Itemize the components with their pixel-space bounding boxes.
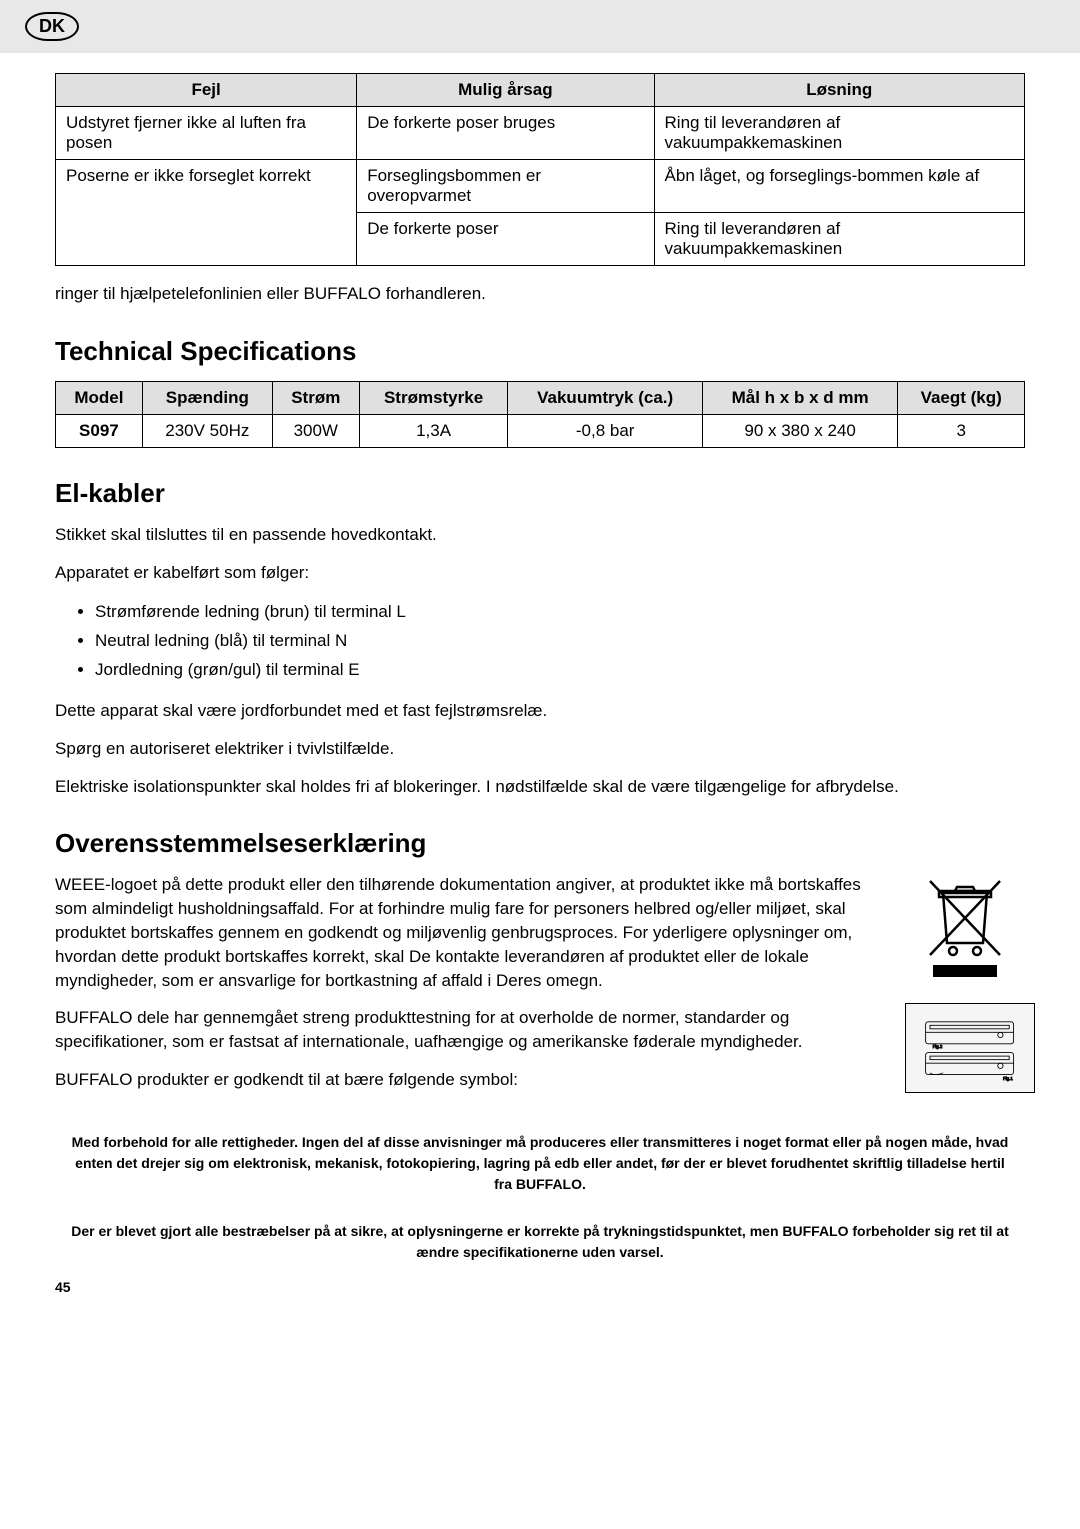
list-item: Strømførende ledning (brun) til terminal… [95,598,1025,627]
col-remedy: Løsning [654,74,1024,107]
cell-remedy: Ring til leverandøren af vakuumpakkemask… [654,107,1024,160]
cell-voltage: 230V 50Hz [142,414,272,447]
cell-vacuum: -0,8 bar [508,414,702,447]
disclaimer-p2: Der er blevet gjort alle bestræbelser på… [55,1221,1025,1263]
cell-cause: De forkerte poser bruges [357,107,654,160]
product-diagram-icon: Fig.2 Fig.1 [905,1003,1035,1093]
list-item: Jordledning (grøn/gul) til terminal E [95,656,1025,685]
table-row: Poserne er ikke forseglet korrekt Forseg… [56,160,1025,213]
table-header-row: Model Spænding Strøm Strømstyrke Vakuumt… [56,381,1025,414]
col-vacuum: Vakuumtryk (ca.) [508,381,702,414]
cell-dims: 90 x 380 x 240 [702,414,898,447]
compliance-section: WEEE-logoet på dette produkt eller den t… [55,873,1025,1105]
col-voltage: Spænding [142,381,272,414]
col-current: Strømstyrke [359,381,508,414]
wiring-p2: Apparatet er kabelført som følger: [55,561,1025,585]
cell-power: 300W [272,414,359,447]
wiring-p5: Elektriske isolationspunkter skal holdes… [55,775,1025,799]
cell-cause: De forkerte poser [357,213,654,266]
svg-text:Fig.1: Fig.1 [1003,1076,1013,1081]
spec-table: Model Spænding Strøm Strømstyrke Vakuumt… [55,381,1025,448]
cell-remedy: Åbn låget, og forseglings-bommen køle af [654,160,1024,213]
compliance-p2: BUFFALO dele har gennemgået streng produ… [55,1006,885,1054]
col-dims: Mål h x b x d mm [702,381,898,414]
troubleshoot-table: Fejl Mulig årsag Løsning Udstyret fjerne… [55,73,1025,266]
cell-fault: Udstyret fjerner ikke al luften fra pose… [56,107,357,160]
table-row: S097 230V 50Hz 300W 1,3A -0,8 bar 90 x 3… [56,414,1025,447]
wiring-title: El-kabler [55,478,1025,509]
table-header-row: Fejl Mulig årsag Løsning [56,74,1025,107]
svg-text:Fig.2: Fig.2 [933,1044,943,1049]
compliance-title: Overensstemmelseserklæring [55,828,1025,859]
cell-model: S097 [56,414,143,447]
compliance-p3: BUFFALO produkter er godkendt til at bær… [55,1068,885,1092]
weee-icon [915,873,1015,983]
col-fault: Fejl [56,74,357,107]
table-row: Udstyret fjerner ikke al luften fra pose… [56,107,1025,160]
cell-weight: 3 [898,414,1025,447]
tech-spec-title: Technical Specifications [55,336,1025,367]
disclaimer-p1: Med forbehold for alle rettigheder. Inge… [55,1132,1025,1195]
cell-remedy: Ring til leverandøren af vakuumpakkemask… [654,213,1024,266]
page-content: Fejl Mulig årsag Løsning Udstyret fjerne… [0,53,1080,1315]
cell-current: 1,3A [359,414,508,447]
col-weight: Vaegt (kg) [898,381,1025,414]
cell-cause: Forseglingsbommen er overopvarmet [357,160,654,213]
cell-fault: Poserne er ikke forseglet korrekt [56,160,357,266]
compliance-icons-column: Fig.2 Fig.1 [905,873,1025,1093]
wiring-p3: Dette apparat skal være jordforbundet me… [55,699,1025,723]
compliance-text-column: WEEE-logoet på dette produkt eller den t… [55,873,885,1105]
col-model: Model [56,381,143,414]
wiring-p4: Spørg en autoriseret elektriker i tvivls… [55,737,1025,761]
language-badge: DK [25,12,79,41]
wiring-list: Strømførende ledning (brun) til terminal… [95,598,1025,685]
page-number: 45 [55,1279,1025,1295]
col-power: Strøm [272,381,359,414]
compliance-p1: WEEE-logoet på dette produkt eller den t… [55,873,885,992]
after-table-text: ringer til hjælpetelefonlinien eller BUF… [55,282,1025,306]
col-cause: Mulig årsag [357,74,654,107]
list-item: Neutral ledning (blå) til terminal N [95,627,1025,656]
page-header: DK [0,0,1080,53]
wiring-p1: Stikket skal tilsluttes til en passende … [55,523,1025,547]
